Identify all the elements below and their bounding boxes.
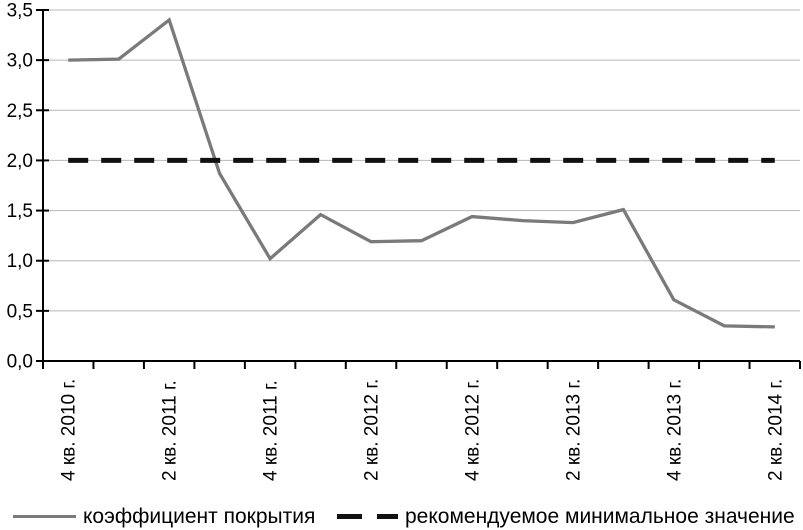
legend-item-recommended-minimum: рекомендуемое минимальное значение	[337, 502, 795, 530]
y-axis-tick-label: 3,0	[7, 51, 33, 72]
x-axis-tick-label: 2 кв. 2013 г.	[563, 379, 584, 481]
x-axis-tick-label: 4 кв. 2011 г.	[261, 380, 282, 481]
y-axis-tick-label: 1,0	[7, 251, 33, 272]
y-axis-tick-label: 0,0	[7, 352, 33, 373]
chart-plot-area: 0,0 0,5 1,0 1,5 2,0 2,5 3,0 3,5 4 кв. 2010 г. 2 к…	[7, 1, 801, 481]
y-axis-tick-label: 0,5	[7, 301, 33, 322]
y-axis-tick-label: 3,5	[7, 1, 33, 22]
dashed-line-swatch-icon	[337, 513, 398, 519]
y-axis-tick-label: 2,5	[7, 101, 33, 122]
chart-legend: коэффициент покрытия рекомендуемое миним…	[0, 502, 803, 530]
coverage-ratio-line	[68, 17, 775, 329]
y-axis-tick-label: 1,5	[7, 201, 33, 222]
x-axis-tick-label: 4 кв. 2010 г.	[59, 379, 80, 481]
solid-line-swatch-icon	[13, 514, 76, 518]
x-axis-tick-label: 2 кв. 2012 г.	[362, 379, 383, 481]
y-axis-tick-label: 2,0	[7, 151, 33, 172]
x-axis-tick-label: 4 кв. 2012 г.	[462, 379, 483, 481]
x-axis-tick-label: 2 кв. 2011 г.	[160, 380, 181, 481]
legend-label-coverage-ratio: коэффициент покрытия	[83, 505, 316, 528]
legend-item-coverage-ratio: коэффициент покрытия	[13, 502, 315, 530]
x-axis-tick-label: 2 кв. 2014 г.	[765, 379, 786, 481]
legend-label-recommended-minimum: рекомендуемое минимальное значение	[405, 505, 795, 528]
x-axis-tick-label: 4 кв. 2013 г.	[664, 379, 685, 481]
